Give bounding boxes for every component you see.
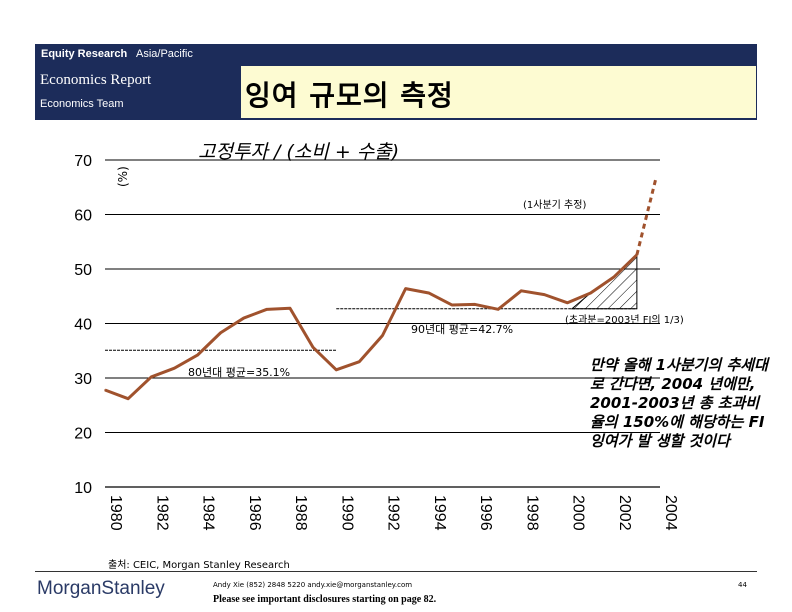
y-tick-label: 70 [74,153,92,170]
data-point [497,308,499,311]
data-point [612,276,615,278]
average-lines [105,308,637,351]
data-point [242,317,245,319]
bar-left-label: Equity Research [41,48,128,60]
page-number: 44 [738,581,747,589]
footer-divider [35,571,757,572]
series-line [104,177,658,401]
axis-ticks: 10 20 30 40 50 60 70 1980 1982 1984 1986 1988 1990 19… [74,153,679,531]
report-header [35,65,240,120]
data-point [381,334,384,337]
projection-line [635,177,658,256]
y-tick-label: 30 [74,371,92,388]
x-tick-label: 1990 [338,495,355,531]
chart-title: 고정투자 / (소비 + 수출) [198,141,399,163]
y-axis-label: (%) [116,166,130,187]
series-line [104,253,638,401]
x-tick-label: 2000 [570,495,587,531]
data-point [196,354,199,356]
avg-90s-label: 90년대 평균=42.7% [411,323,513,336]
data-point [173,367,176,369]
report-team: Economics Team [40,98,124,110]
data-point [566,301,569,304]
data-point [589,292,592,294]
title-box [241,66,756,118]
author-contact: Andy Xie (852) 2848 5220 andy.xie@morgan… [213,581,413,589]
x-tick-label: 1998 [523,495,540,531]
data-point [150,376,153,378]
morgan-stanley-logo: MorganStanley [37,578,165,599]
report-title: Economics Report [40,72,152,88]
data-point [335,369,338,371]
projection-note: 만약 올해 1사분기의 추세대로 간다면, 2004 년에만, 2001-200… [590,356,768,450]
estimate-label: (1사분기 추정) [523,199,586,211]
data-point [451,304,453,306]
x-tick-label: 1986 [246,495,263,531]
page-title: 잉여 규모의 측정 [245,79,454,112]
data-point [427,292,430,294]
data-point [543,293,546,296]
avg-80s-label: 80년대 평균=35.1% [188,366,290,379]
y-tick-label: 60 [74,208,92,225]
y-tick-label: 10 [74,480,92,497]
x-tick-label: 1994 [431,495,448,531]
disclaimer: Please see important disclosures startin… [213,594,437,605]
x-tick-label: 1982 [153,495,170,531]
x-tick-label: 1996 [477,495,494,531]
x-tick-label: 2004 [662,495,679,531]
data-point [474,303,476,306]
data-point [312,346,314,349]
x-tick-label: 1988 [292,495,309,531]
bar-right-label: Asia/Pacific [136,48,193,60]
y-tick-label: 40 [74,317,92,334]
top-bar: Equity Research Asia/Pacific [35,44,757,65]
data-point [104,389,106,391]
data-point [520,290,523,292]
source-note: 출처: CEIC, Morgan Stanley Research [108,560,290,571]
x-tick-label: 1992 [385,495,402,531]
data-point [404,287,407,290]
x-tick-label: 1984 [200,495,217,531]
gridlines [105,159,660,433]
y-tick-label: 20 [74,426,92,443]
data-point [127,397,129,400]
y-tick-label: 50 [74,262,92,279]
excess-label: (초과분=2003년 FI의 1/3) [565,314,684,326]
data-point [289,307,291,310]
x-tick-label: 2002 [616,495,633,531]
x-tick-label: 1980 [107,495,124,531]
data-point [219,331,222,334]
data-point [358,360,361,363]
data-point [266,308,268,311]
